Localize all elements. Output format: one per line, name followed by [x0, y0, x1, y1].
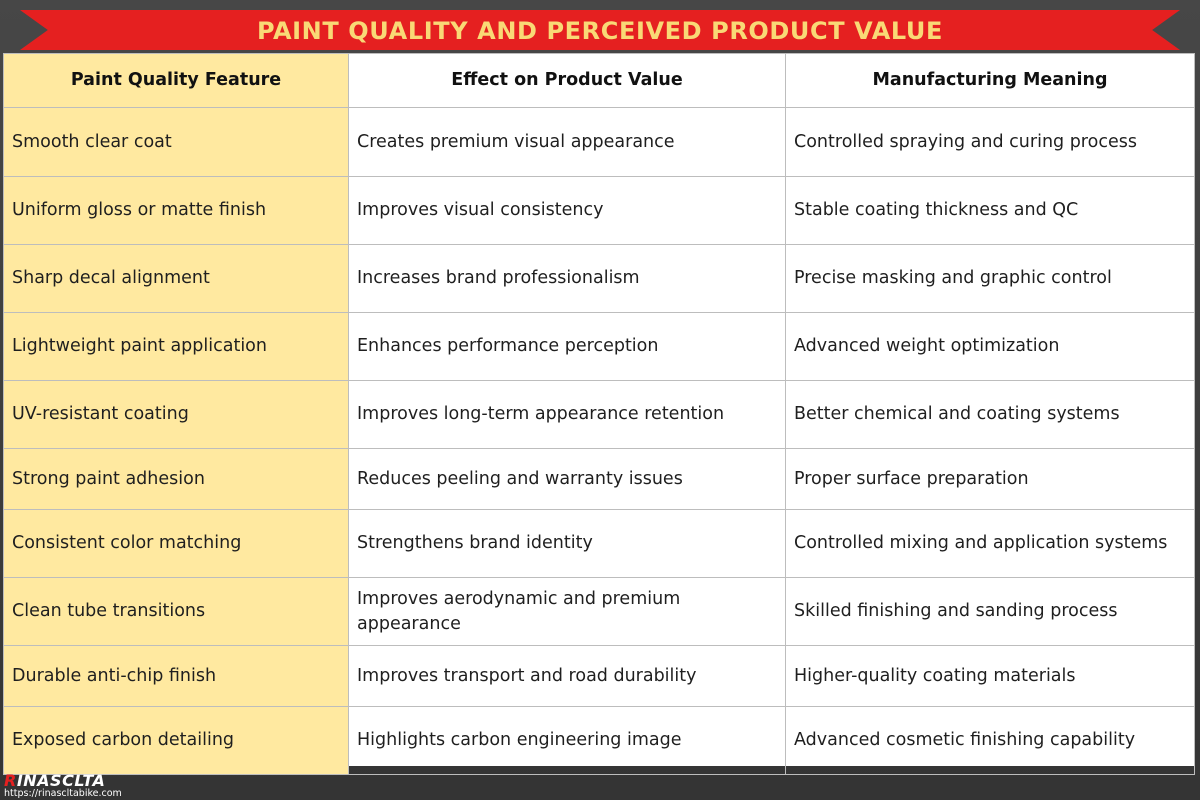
- meaning-cell: Skilled finishing and sanding process: [785, 577, 1195, 646]
- meaning-cell: Proper surface preparation: [785, 448, 1195, 510]
- feature-cell: Consistent color matching: [3, 509, 349, 578]
- column-header-meaning: Manufacturing Meaning: [785, 53, 1195, 108]
- table-row: Lightweight paint application Enhances p…: [3, 312, 1195, 381]
- effect-cell: Creates premium visual appearance: [348, 107, 786, 177]
- feature-cell: UV-resistant coating: [3, 380, 349, 449]
- brand-url: https://rinascltabike.com: [4, 788, 122, 799]
- feature-cell: Exposed carbon detailing: [3, 706, 349, 775]
- table-row: Smooth clear coat Creates premium visual…: [3, 107, 1195, 177]
- meaning-cell: Controlled spraying and curing process: [785, 107, 1195, 177]
- table-row: Sharp decal alignment Increases brand pr…: [3, 244, 1195, 313]
- brand-logo-mark: R: [4, 771, 17, 790]
- feature-cell: Sharp decal alignment: [3, 244, 349, 313]
- meaning-cell: Stable coating thickness and QC: [785, 176, 1195, 245]
- column-header-feature: Paint Quality Feature: [3, 53, 349, 108]
- effect-cell: Increases brand professionalism: [348, 244, 786, 313]
- title-ribbon: [20, 10, 1180, 50]
- table-row: Strong paint adhesion Reduces peeling an…: [3, 448, 1195, 510]
- table-row: Uniform gloss or matte finish Improves v…: [3, 176, 1195, 245]
- effect-cell: Improves long-term appearance retention: [348, 380, 786, 449]
- feature-cell: Clean tube transitions: [3, 577, 349, 646]
- page-title: PAINT QUALITY AND PERCEIVED PRODUCT VALU…: [256, 17, 943, 45]
- feature-cell: Durable anti-chip finish: [3, 645, 349, 707]
- effect-cell: Improves transport and road durability: [348, 645, 786, 707]
- brand-logo-text: INASCLTA: [16, 771, 106, 790]
- comparison-table: Paint Quality Feature Effect on Product …: [3, 53, 1195, 775]
- table-row: Exposed carbon detailing Highlights carb…: [3, 706, 1195, 775]
- table-row: Consistent color matching Strengthens br…: [3, 509, 1195, 578]
- meaning-cell: Higher-quality coating materials: [785, 645, 1195, 707]
- meaning-cell: Precise masking and graphic control: [785, 244, 1195, 313]
- feature-cell: Strong paint adhesion: [3, 448, 349, 510]
- effect-cell: Highlights carbon engineering image: [348, 706, 786, 775]
- table-row: Clean tube transitions Improves aerodyna…: [3, 577, 1195, 646]
- effect-cell: Reduces peeling and warranty issues: [348, 448, 786, 510]
- meaning-cell: Controlled mixing and application system…: [785, 509, 1195, 578]
- effect-cell: Improves visual consistency: [348, 176, 786, 245]
- meaning-cell: Advanced cosmetic finishing capability: [785, 706, 1195, 775]
- feature-cell: Uniform gloss or matte finish: [3, 176, 349, 245]
- table-row: Durable anti-chip finish Improves transp…: [3, 645, 1195, 707]
- column-header-effect: Effect on Product Value: [348, 53, 786, 108]
- meaning-cell: Advanced weight optimization: [785, 312, 1195, 381]
- table-row: UV-resistant coating Improves long-term …: [3, 380, 1195, 449]
- feature-cell: Lightweight paint application: [3, 312, 349, 381]
- effect-cell: Improves aerodynamic and premium appeara…: [348, 577, 786, 646]
- feature-cell: Smooth clear coat: [3, 107, 349, 177]
- meaning-cell: Better chemical and coating systems: [785, 380, 1195, 449]
- effect-cell: Enhances performance perception: [348, 312, 786, 381]
- brand-logo: RINASCLTA: [4, 773, 105, 789]
- comparison-table-container: Paint Quality Feature Effect on Product …: [3, 53, 1195, 775]
- table-header-row: Paint Quality Feature Effect on Product …: [3, 53, 1195, 108]
- effect-cell: Strengthens brand identity: [348, 509, 786, 578]
